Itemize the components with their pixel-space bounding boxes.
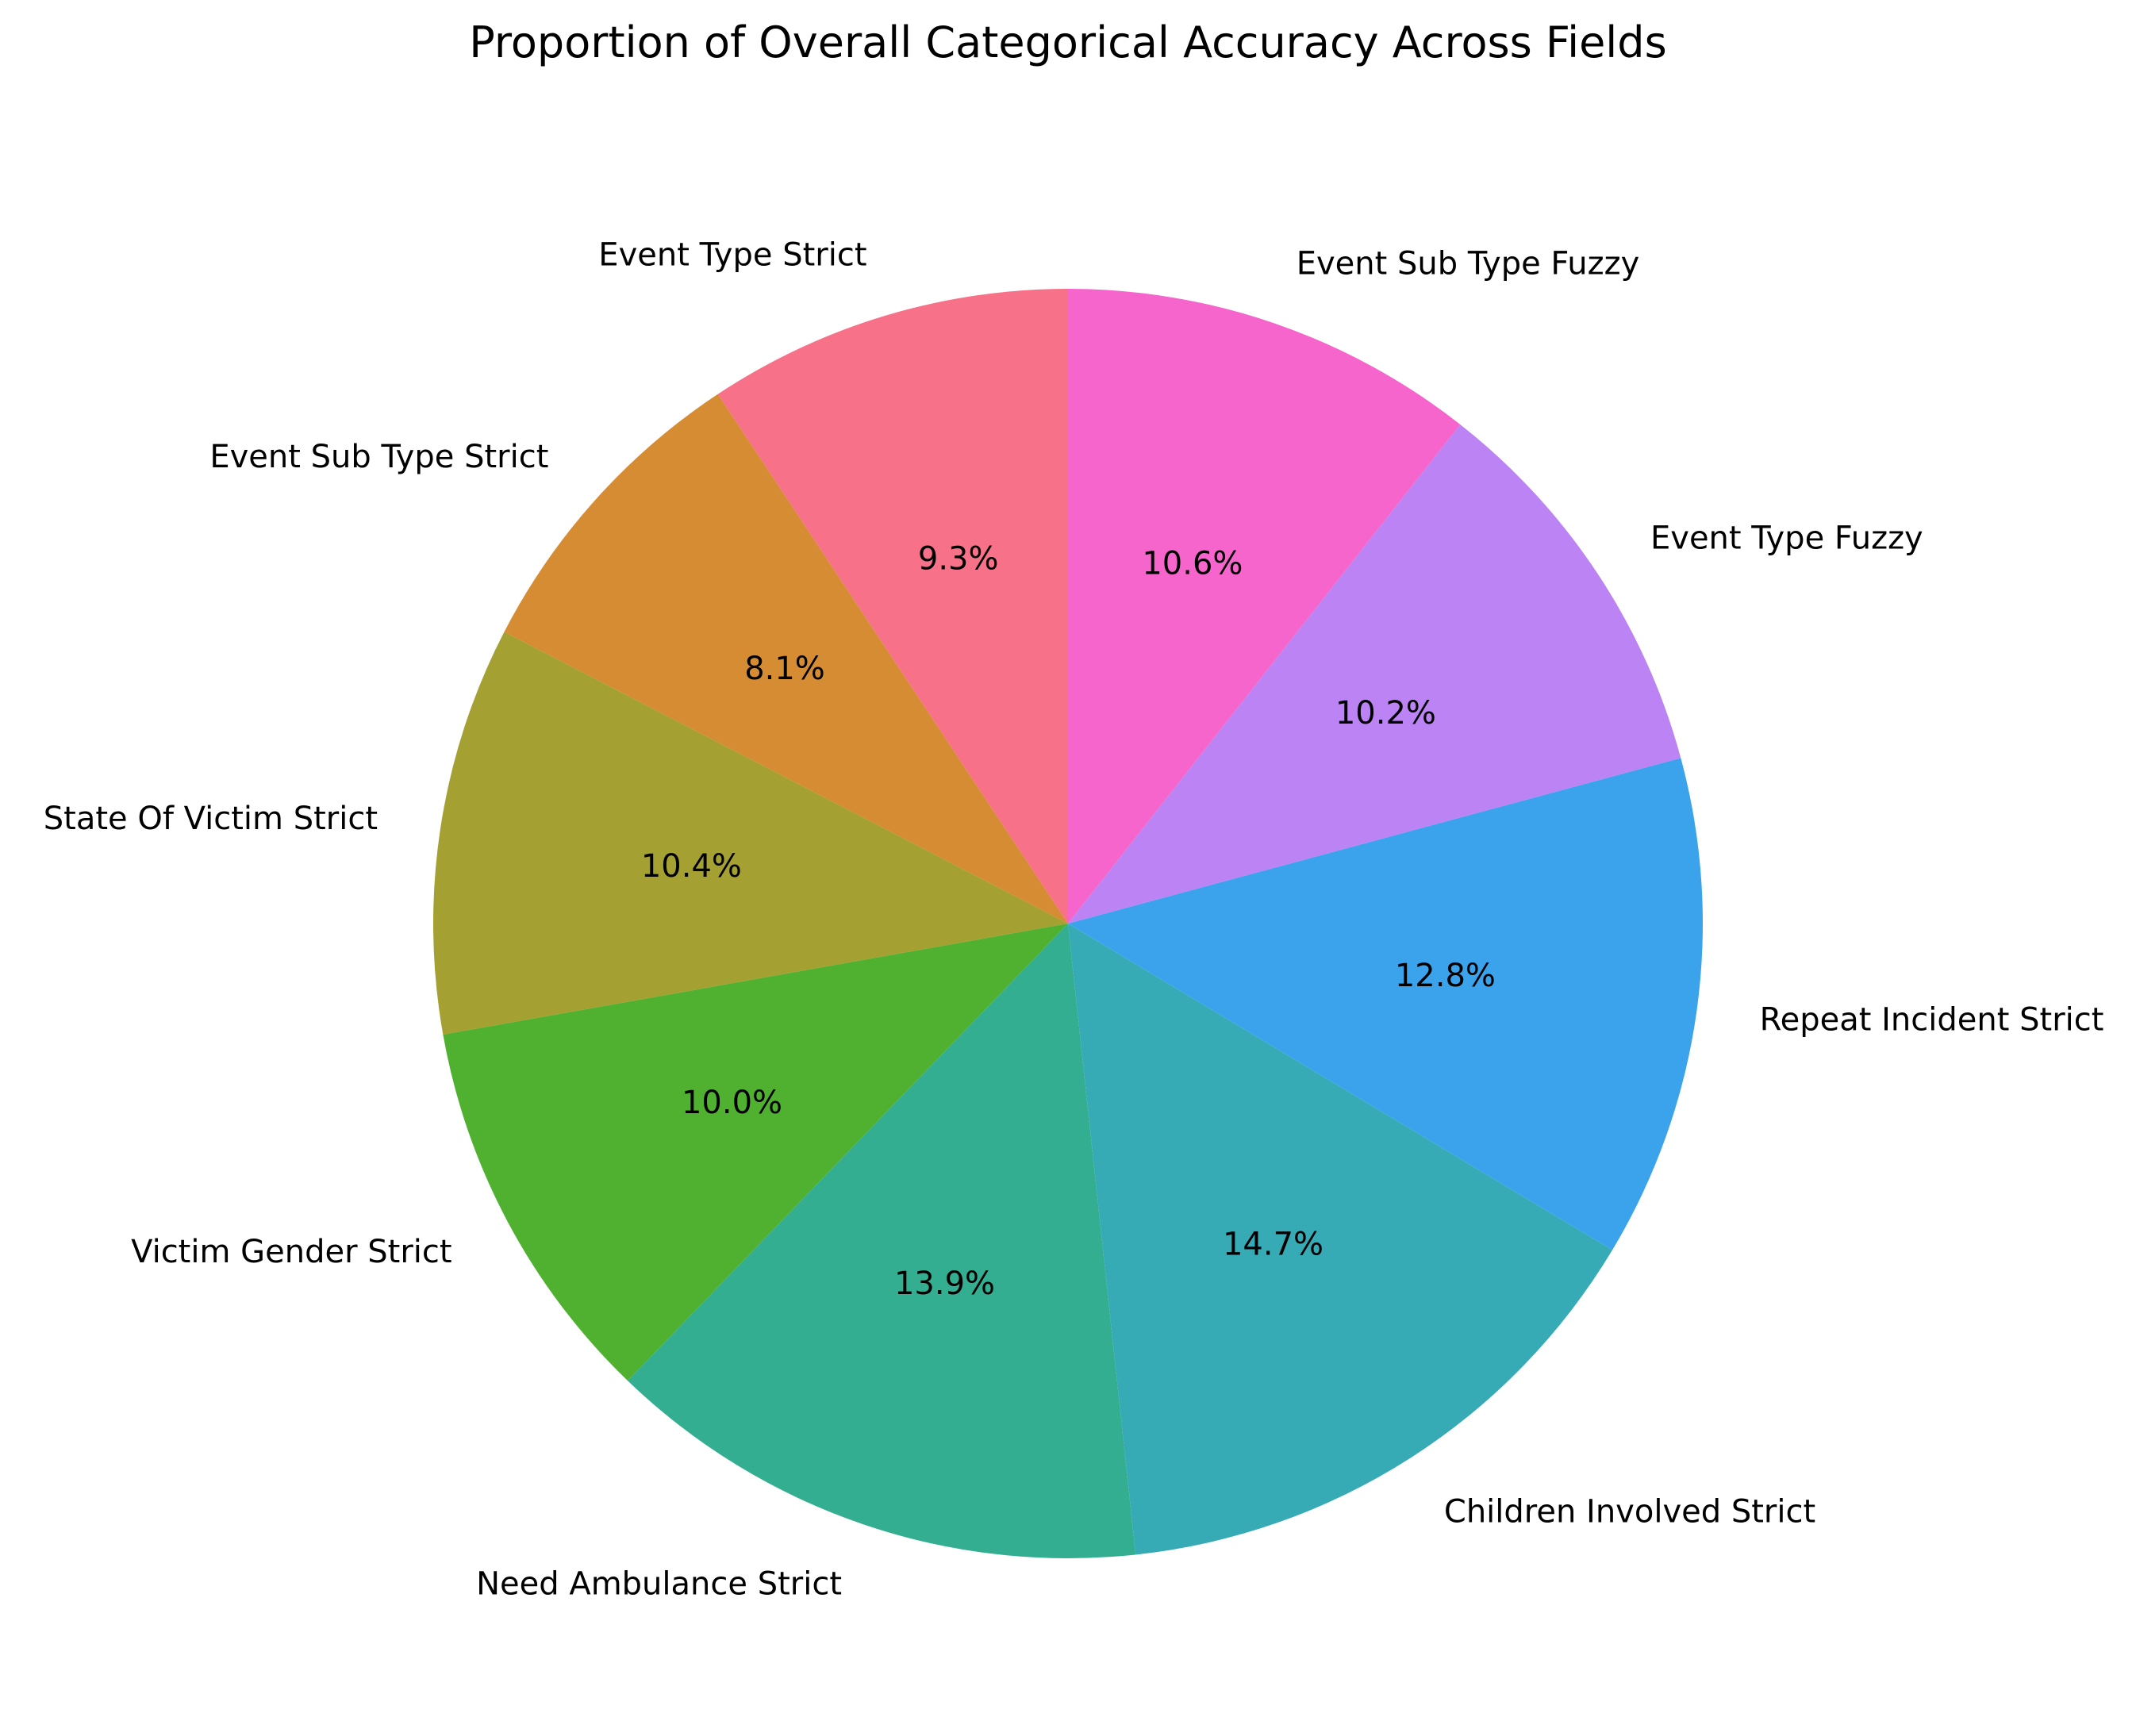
slice-label-need-ambulance-strict: Need Ambulance Strict [476, 1566, 842, 1603]
pie-slice-children-involved-strict [1068, 924, 1613, 1555]
pie-labels: 9.3% Event Type Strict 8.1% Event Sub Type … [44, 236, 2104, 1602]
pct-label-need-ambulance-strict: 13.9% [894, 1266, 995, 1302]
chart-title: Proportion of Overall Categorical Accura… [469, 17, 1667, 67]
pct-label-children-involved-strict: 14.7% [1223, 1227, 1323, 1263]
slice-label-event-sub-type-strict: Event Sub Type Strict [209, 439, 548, 475]
pct-label-victim-gender-strict: 10.0% [682, 1085, 782, 1121]
pie-slices [433, 289, 1704, 1558]
pct-label-event-sub-type-strict: 8.1% [744, 651, 825, 687]
pct-label-event-type-strict: 9.3% [918, 540, 999, 577]
pct-label-state-of-victim-strict: 10.4% [641, 848, 742, 885]
slice-label-event-sub-type-fuzzy: Event Sub Type Fuzzy [1297, 245, 1640, 282]
pct-label-event-type-fuzzy: 10.2% [1335, 695, 1436, 732]
slice-label-event-type-strict: Event Type Strict [598, 236, 866, 273]
pct-label-repeat-incident-strict: 12.8% [1395, 958, 1496, 994]
slice-label-repeat-incident-strict: Repeat Incident Strict [1760, 1001, 2104, 1038]
slice-label-victim-gender-strict: Victim Gender Strict [131, 1234, 452, 1270]
pct-label-event-sub-type-fuzzy: 10.6% [1142, 545, 1243, 582]
pie-slice-need-ambulance-strict [628, 924, 1136, 1558]
pie-slice-event-sub-type-strict [504, 394, 1068, 924]
pie-slice-state-of-victim-strict [433, 632, 1068, 1035]
pie-slice-event-type-fuzzy [1068, 424, 1681, 924]
slice-label-children-involved-strict: Children Involved Strict [1444, 1494, 1815, 1531]
pie-slice-event-type-strict [717, 289, 1068, 924]
pie-slice-event-sub-type-fuzzy [1068, 289, 1461, 924]
pie-slice-repeat-incident-strict [1068, 758, 1704, 1250]
slice-label-event-type-fuzzy: Event Type Fuzzy [1650, 520, 1923, 557]
slice-label-state-of-victim-strict: State Of Victim Strict [44, 801, 378, 837]
pie-slice-victim-gender-strict [443, 924, 1068, 1381]
